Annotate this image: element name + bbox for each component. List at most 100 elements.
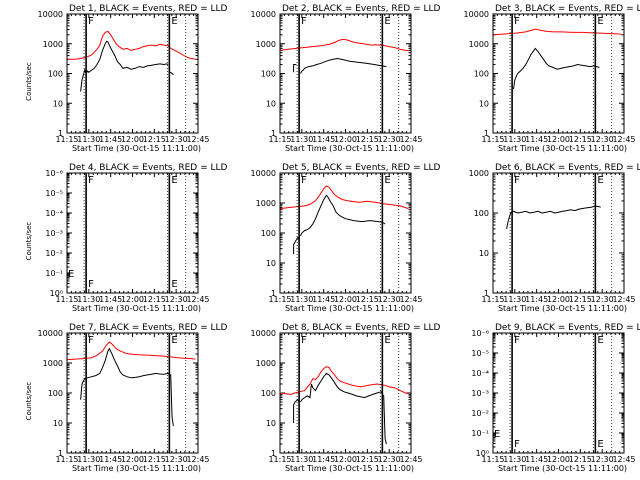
x-tick-label: 12:15 — [569, 295, 592, 304]
y-tick-label: 10000 — [251, 329, 276, 338]
panel-title: Det 2, BLACK = Events, RED = LLD — [282, 4, 441, 14]
x-tick-label: 11:30 — [77, 455, 100, 464]
x-tick-label: 12:00 — [334, 135, 357, 144]
lld-series-line — [279, 38, 409, 52]
y-tick-label: 1 — [271, 449, 276, 458]
marker-label: E — [384, 175, 390, 186]
x-tick-label: 11:45 — [525, 135, 548, 144]
x-tick-label: 11:30 — [290, 135, 313, 144]
y-tick-label: 1 — [58, 449, 63, 458]
x-axis-label: Start Time (30-Oct-15 11:11:00) — [72, 144, 201, 153]
y-tick-label: 10⁰ — [476, 449, 489, 458]
marker-label: F — [514, 175, 520, 186]
y-tick-label: 1000 — [43, 359, 63, 368]
marker-label: F — [514, 16, 520, 27]
y-tick-label: 10⁻⁴ — [45, 209, 63, 218]
y-tick-label: 10 — [266, 99, 276, 108]
events-series-line — [506, 205, 601, 229]
marker-label: E — [171, 175, 177, 186]
y-tick-label: 10 — [479, 99, 489, 108]
panel-3: Det 3, BLACK = Events, RED = LLD Start Ti… — [464, 4, 640, 153]
y-tick-label: 10⁻² — [45, 249, 63, 258]
panel-title: Det 5, BLACK = Events, RED = LLD — [282, 163, 441, 173]
marker-label: E — [171, 335, 177, 346]
y-tick-label: 100 — [261, 389, 276, 398]
plot-frame — [492, 332, 625, 454]
x-tick-label: 12:15 — [143, 455, 166, 464]
panel-4: Det 4, BLACK = Events, RED = LLD Counts/s… — [25, 163, 228, 313]
x-tick-label: 12:30 — [165, 135, 188, 144]
x-axis-label: Start Time (30-Oct-15 11:11:00) — [285, 304, 414, 313]
panel-title: Det 1, BLACK = Events, RED = LLD — [69, 4, 228, 14]
panel-8: Det 8, BLACK = Events, RED = LLD Start Ti… — [251, 323, 441, 473]
y-tick-label: 1 — [484, 289, 489, 298]
events-series-line — [300, 57, 387, 74]
x-tick-label: 12:00 — [121, 295, 144, 304]
panel-title: Det 4, BLACK = Events, RED = LLD — [69, 163, 228, 173]
y-tick-label: 1 — [58, 129, 63, 138]
y-tick-label: 1000 — [256, 359, 276, 368]
x-tick-label: 12:30 — [378, 455, 401, 464]
y-tick-label: 10 — [479, 249, 489, 258]
x-tick-label: 12:15 — [356, 455, 379, 464]
marker-label: F — [514, 439, 520, 450]
x-tick-label: 12:45 — [186, 295, 209, 304]
x-tick-label: 12:00 — [121, 135, 144, 144]
x-tick-label: 11:15 — [481, 295, 504, 304]
y-tick-label: 10⁻⁵ — [471, 349, 489, 358]
x-tick-label: 11:45 — [312, 295, 335, 304]
y-tick-label: 10000 — [38, 10, 63, 19]
x-tick-label: 12:15 — [356, 295, 379, 304]
x-tick-label: 11:15 — [268, 135, 291, 144]
lld-series-line — [492, 28, 622, 36]
x-tick-label: 12:30 — [378, 295, 401, 304]
x-tick-label: 12:30 — [378, 135, 401, 144]
x-tick-label: 11:30 — [77, 135, 100, 144]
marker-label: E — [171, 279, 177, 290]
marker-label: E — [597, 335, 603, 346]
x-tick-label: 11:45 — [312, 455, 335, 464]
events-series-line — [80, 40, 169, 92]
y-tick-label: 10 — [53, 419, 63, 428]
lld-series-line — [279, 185, 409, 210]
x-tick-label: 12:15 — [143, 135, 166, 144]
x-tick-label: 12:45 — [399, 135, 422, 144]
x-tick-label: 11:45 — [525, 455, 548, 464]
events-series-line — [80, 347, 174, 426]
y-tick-label: 10000 — [251, 10, 276, 19]
panel-6: Det 6, BLACK = Events, RED = LLD Start Ti… — [469, 163, 640, 313]
x-tick-label: 12:00 — [334, 295, 357, 304]
events-series-line — [300, 194, 386, 237]
plot-frame — [66, 13, 199, 134]
y-tick-label: 10⁻¹ — [471, 429, 489, 438]
x-tick-label: 11:30 — [503, 455, 526, 464]
events-series-line — [300, 372, 387, 445]
marker-label: E — [494, 429, 500, 440]
marker-label: E — [597, 16, 603, 27]
y-tick-label: 1000 — [469, 40, 489, 49]
x-axis-label: Start Time (30-Oct-15 11:11:00) — [498, 144, 627, 153]
x-tick-label: 12:45 — [612, 295, 635, 304]
x-tick-label: 11:45 — [525, 295, 548, 304]
x-tick-label: 12:00 — [547, 295, 570, 304]
x-tick-label: 11:30 — [77, 295, 100, 304]
panel-1: Det 1, BLACK = Events, RED = LLD Counts/s… — [25, 4, 228, 153]
y-tick-label: 100 — [48, 389, 63, 398]
x-tick-label: 12:30 — [591, 295, 614, 304]
y-tick-label: 10⁰ — [50, 289, 63, 298]
x-tick-label: 11:30 — [503, 295, 526, 304]
x-tick-label: 12:00 — [547, 455, 570, 464]
x-axis-label: Start Time (30-Oct-15 11:11:00) — [285, 144, 414, 153]
plot-frame — [279, 332, 412, 454]
y-axis-label: Counts/sec — [25, 222, 33, 261]
plot-frame — [279, 172, 412, 294]
y-tick-label: 10 — [53, 99, 63, 108]
x-tick-label: 11:15 — [268, 295, 291, 304]
panel-title: Det 7, BLACK = Events, RED = LLD — [69, 323, 228, 333]
x-tick-label: 11:15 — [481, 135, 504, 144]
x-tick-label: 11:45 — [99, 135, 122, 144]
x-tick-label: 12:15 — [569, 455, 592, 464]
y-tick-label: 10⁻⁵ — [45, 189, 63, 198]
plot-frame — [66, 172, 199, 294]
